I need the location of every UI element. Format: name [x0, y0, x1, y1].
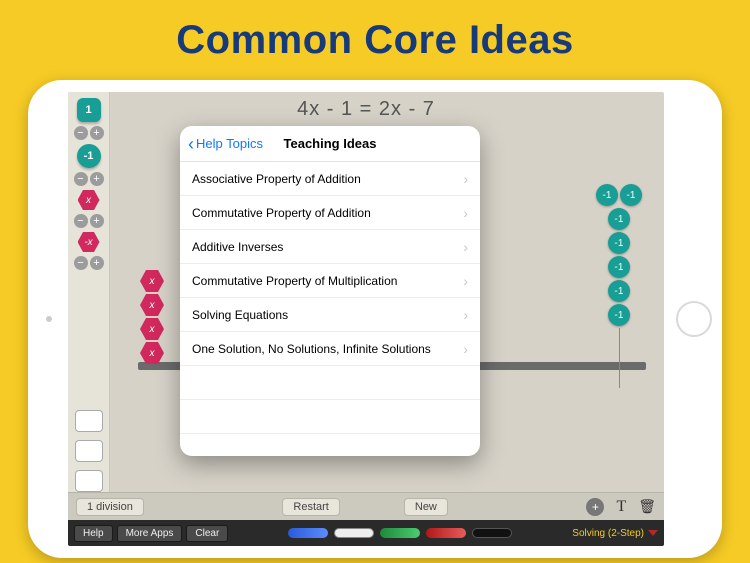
- ipad-frame: 4x - 1 = 2x - 7 1 −+ -1 −+ x −+ -x −+ x …: [28, 80, 722, 558]
- help-button[interactable]: Help: [74, 525, 113, 542]
- token-palette: 1 −+ -1 −+ x −+ -x −+: [68, 92, 110, 492]
- list-item[interactable]: Additive Inverses ›: [180, 230, 480, 264]
- chevron-right-icon: ›: [463, 273, 468, 289]
- plus-icon[interactable]: +: [90, 214, 104, 228]
- neg-one-token[interactable]: -1: [608, 256, 630, 278]
- pen-green-icon[interactable]: [380, 528, 420, 538]
- chevron-right-icon: ›: [463, 205, 468, 221]
- list-item-empty: [180, 366, 480, 400]
- token-neg-x[interactable]: -x: [78, 232, 100, 252]
- more-apps-button[interactable]: More Apps: [117, 525, 183, 542]
- bottom-toolbar: Help More Apps Clear Solving (2-Step): [68, 520, 664, 546]
- list-item-label: One Solution, No Solutions, Infinite Sol…: [192, 342, 431, 356]
- right-pan-tokens: -1 -1 -1 -1 -1 -1 -1: [596, 184, 642, 388]
- pen-red-icon[interactable]: [426, 528, 466, 538]
- neg-one-token[interactable]: -1: [608, 208, 630, 230]
- chevron-right-icon: ›: [463, 341, 468, 357]
- ipad-home-button[interactable]: [676, 301, 712, 337]
- chevron-right-icon: ›: [463, 307, 468, 323]
- list-item[interactable]: Solving Equations ›: [180, 298, 480, 332]
- add-circle-icon[interactable]: +: [586, 498, 604, 516]
- chevron-right-icon: ›: [463, 171, 468, 187]
- palette-tool-1-icon[interactable]: [75, 410, 103, 432]
- list-item-label: Commutative Property of Multiplication: [192, 274, 397, 288]
- pen-black-icon[interactable]: [472, 528, 512, 538]
- list-item-label: Associative Property of Addition: [192, 172, 361, 186]
- clear-button[interactable]: Clear: [186, 525, 228, 542]
- token-pm-row: −+: [74, 126, 104, 140]
- token-x[interactable]: x: [78, 190, 100, 210]
- minus-icon[interactable]: −: [74, 172, 88, 186]
- text-tool-icon[interactable]: T: [616, 498, 626, 516]
- palette-tool-2-icon[interactable]: [75, 440, 103, 462]
- list-item-label: Additive Inverses: [192, 240, 283, 254]
- neg-one-token[interactable]: -1: [608, 280, 630, 302]
- plus-icon[interactable]: +: [90, 126, 104, 140]
- teaching-ideas-popover: ‹ Help Topics Teaching Ideas Associative…: [180, 126, 480, 456]
- neg-one-token[interactable]: -1: [608, 304, 630, 326]
- token-pm-row: −+: [74, 172, 104, 186]
- neg-one-token[interactable]: -1: [620, 184, 642, 206]
- pen-white-icon[interactable]: [334, 528, 374, 538]
- neg-one-token[interactable]: -1: [608, 232, 630, 254]
- divisions-button[interactable]: 1 division: [76, 498, 144, 516]
- dropdown-triangle-icon: [648, 530, 658, 536]
- trash-icon[interactable]: 🗑: [638, 498, 656, 515]
- token-negative-one[interactable]: -1: [77, 144, 101, 168]
- list-item-empty: [180, 434, 480, 456]
- list-item[interactable]: Commutative Property of Addition ›: [180, 196, 480, 230]
- x-token[interactable]: x: [140, 270, 164, 292]
- x-token[interactable]: x: [140, 318, 164, 340]
- list-item-label: Solving Equations: [192, 308, 288, 322]
- minus-icon[interactable]: −: [74, 126, 88, 140]
- ipad-camera-icon: [46, 316, 52, 322]
- popover-list: Associative Property of Addition › Commut…: [180, 162, 480, 456]
- x-token[interactable]: x: [140, 342, 164, 364]
- app-screen: 4x - 1 = 2x - 7 1 −+ -1 −+ x −+ -x −+ x …: [68, 92, 664, 546]
- restart-button[interactable]: Restart: [282, 498, 339, 516]
- action-bar: 1 division Restart New + T 🗑: [68, 492, 664, 520]
- chevron-right-icon: ›: [463, 239, 468, 255]
- pen-tray: [232, 528, 568, 538]
- list-item[interactable]: One Solution, No Solutions, Infinite Sol…: [180, 332, 480, 366]
- page-headline: Common Core Ideas: [176, 18, 573, 63]
- equation-display: 4x - 1 = 2x - 7: [68, 98, 664, 121]
- token-pm-row: −+: [74, 214, 104, 228]
- back-label: Help Topics: [196, 136, 263, 151]
- solve-mode-dropdown[interactable]: Solving (2-Step): [572, 528, 658, 539]
- back-button[interactable]: ‹ Help Topics: [180, 135, 263, 153]
- neg-one-token[interactable]: -1: [596, 184, 618, 206]
- pen-blue-icon[interactable]: [288, 528, 328, 538]
- token-pm-row: −+: [74, 256, 104, 270]
- palette-tool-3-icon[interactable]: [75, 470, 103, 492]
- solve-mode-label: Solving (2-Step): [572, 528, 644, 539]
- new-button[interactable]: New: [404, 498, 448, 516]
- minus-icon[interactable]: −: [74, 256, 88, 270]
- plus-icon[interactable]: +: [90, 256, 104, 270]
- minus-icon[interactable]: −: [74, 214, 88, 228]
- list-item-label: Commutative Property of Addition: [192, 206, 371, 220]
- list-item-empty: [180, 400, 480, 434]
- plus-icon[interactable]: +: [90, 172, 104, 186]
- list-item[interactable]: Commutative Property of Multiplication ›: [180, 264, 480, 298]
- x-token[interactable]: x: [140, 294, 164, 316]
- popover-header: ‹ Help Topics Teaching Ideas: [180, 126, 480, 162]
- list-item[interactable]: Associative Property of Addition ›: [180, 162, 480, 196]
- token-positive-one[interactable]: 1: [77, 98, 101, 122]
- chevron-left-icon: ‹: [188, 135, 194, 153]
- balloon-string-icon: [619, 328, 620, 388]
- left-pan-tokens: x x x x: [140, 270, 164, 364]
